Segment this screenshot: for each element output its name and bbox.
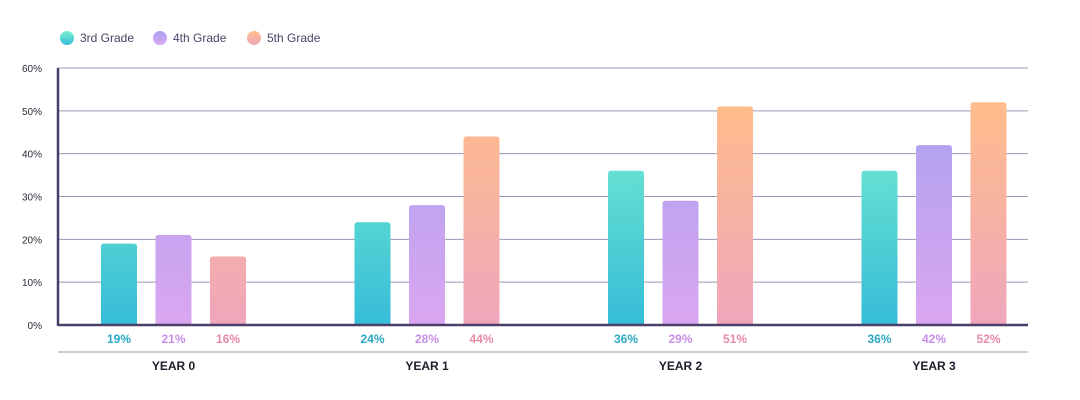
legend-label-3rd-grade: 3rd Grade	[80, 31, 134, 45]
bar-year-1-5th-grade	[463, 136, 500, 325]
x-tick-label-year-1: YEAR 1	[405, 359, 449, 373]
bar-year-0-4th-grade	[155, 235, 192, 325]
bar-year-2-5th-grade	[717, 106, 753, 325]
y-tick-label-20: 20%	[22, 235, 42, 246]
value-label-year-0-5th-grade: 16%	[216, 332, 240, 346]
legend-swatch-5th-grade	[247, 31, 261, 45]
legend-label-5th-grade: 5th Grade	[267, 31, 321, 45]
bar-year-2-3rd-grade	[608, 170, 644, 325]
y-tick-label-60: 60%	[22, 64, 42, 75]
labels: 0% 10% 20% 30% 40% 50% 60% 19% 21% 16% YEAR 0 24% 28…	[22, 64, 1001, 373]
y-tick-label-40: 40%	[22, 150, 42, 161]
value-label-year-3-4th-grade: 42%	[922, 332, 946, 346]
value-label-year-2-3rd-grade: 36%	[614, 332, 638, 346]
bar-year-3-5th-grade	[970, 102, 1007, 326]
bar-year-0-3rd-grade	[101, 243, 137, 325]
bar-year-3-4th-grade	[916, 145, 952, 325]
value-label-year-3-3rd-grade: 36%	[867, 332, 891, 346]
legend: 3rd Grade 4th Grade 5th Grade	[60, 31, 321, 45]
bar-year-2-4th-grade	[662, 200, 699, 325]
value-label-year-1-5th-grade: 44%	[469, 332, 493, 346]
legend-label-4th-grade: 4th Grade	[173, 31, 227, 45]
value-label-year-3-5th-grade: 52%	[976, 332, 1000, 346]
bar-year-1-3rd-grade	[354, 222, 391, 325]
bar-year-1-4th-grade	[409, 205, 445, 325]
value-label-year-1-4th-grade: 28%	[415, 332, 439, 346]
bars	[101, 102, 1007, 326]
x-tick-label-year-2: YEAR 2	[659, 359, 703, 373]
y-tick-label-0: 0%	[28, 321, 43, 332]
y-tick-label-30: 30%	[22, 193, 42, 204]
legend-swatch-4th-grade	[153, 31, 167, 45]
bar-year-3-3rd-grade	[861, 170, 898, 325]
value-label-year-1-3rd-grade: 24%	[360, 332, 384, 346]
x-tick-label-year-3: YEAR 3	[912, 359, 956, 373]
value-label-year-0-4th-grade: 21%	[161, 332, 185, 346]
value-label-year-0-3rd-grade: 19%	[107, 332, 131, 346]
legend-swatch-3rd-grade	[60, 31, 74, 45]
bar-year-0-5th-grade	[210, 256, 246, 325]
x-tick-label-year-0: YEAR 0	[152, 359, 196, 373]
axes	[56, 68, 1028, 353]
value-label-year-2-5th-grade: 51%	[723, 332, 747, 346]
y-tick-label-50: 50%	[22, 107, 42, 118]
value-label-year-2-4th-grade: 29%	[668, 332, 692, 346]
y-tick-label-10: 10%	[22, 278, 42, 289]
